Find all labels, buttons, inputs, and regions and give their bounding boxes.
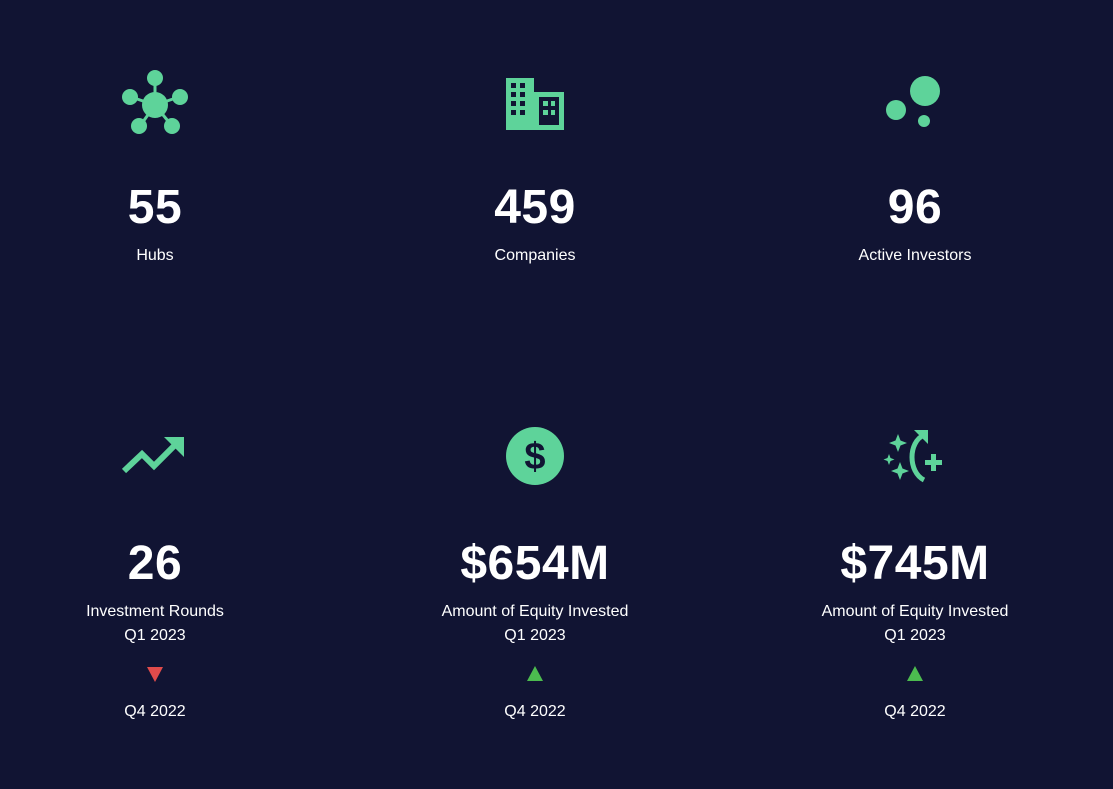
active-investors-value: 96	[887, 181, 943, 234]
triangle-up-icon	[527, 666, 543, 681]
companies-value: 459	[494, 181, 576, 234]
equity-invested-2-value: $745M	[840, 537, 990, 590]
stat-equity-invested-2: $745M Amount of Equity Invested Q1 2023 …	[765, 424, 1065, 722]
svg-text:$: $	[524, 436, 545, 478]
stat-investment-rounds: 26 Investment Rounds Q1 2023 Q4 2022	[5, 424, 305, 722]
companies-label: Companies	[494, 247, 576, 264]
hubs-value: 55	[127, 181, 183, 234]
equity-invested-1-label: Amount of Equity Invested	[441, 603, 629, 620]
equity-invested-1-period: Q1 2023	[504, 627, 566, 644]
investment-rounds-label: Investment Rounds	[86, 603, 224, 620]
equity-invested-2-label: Amount of Equity Invested	[821, 603, 1009, 620]
trending-up-icon	[121, 437, 184, 474]
active-investors-label: Active Investors	[858, 247, 972, 264]
trend-down-indicator	[5, 664, 305, 684]
stat-equity-invested-1: $ $654M Amount of Equity Invested Q1 202…	[385, 424, 685, 722]
triangle-up-icon	[907, 666, 923, 681]
stat-active-investors: 96 Active Investors	[765, 68, 1065, 266]
equity-invested-2-period: Q1 2023	[884, 627, 946, 644]
building-icon	[506, 78, 564, 130]
hub-network-icon	[122, 70, 188, 134]
trend-up-indicator	[385, 664, 685, 684]
bubbles-icon	[886, 76, 940, 127]
sparkle-growth-icon	[883, 430, 942, 483]
investment-rounds-compare: Q4 2022	[124, 703, 186, 720]
hubs-label: Hubs	[136, 247, 174, 264]
investment-rounds-value: 26	[127, 537, 183, 590]
stat-hubs: 55 Hubs	[5, 68, 305, 266]
dollar-circle-icon: $	[506, 427, 564, 485]
equity-invested-2-compare: Q4 2022	[884, 703, 946, 720]
investment-rounds-period: Q1 2023	[124, 627, 186, 644]
triangle-down-icon	[147, 667, 163, 682]
equity-invested-1-value: $654M	[460, 537, 610, 590]
trend-up-indicator	[765, 664, 1065, 684]
stat-companies: 459 Companies	[385, 68, 685, 266]
equity-invested-1-compare: Q4 2022	[504, 703, 566, 720]
